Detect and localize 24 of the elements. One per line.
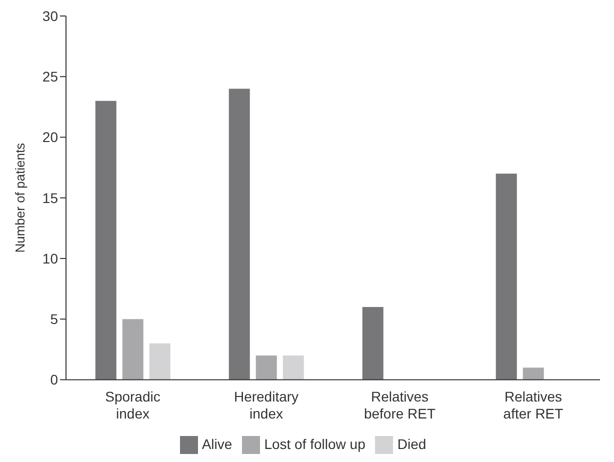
y-tick-label: 20 — [42, 129, 58, 146]
y-tick-label: 0 — [50, 372, 58, 388]
bar — [496, 174, 517, 380]
y-tick-label: 10 — [42, 250, 58, 266]
x-tick-label: Sporadic index — [105, 388, 160, 422]
bar — [122, 319, 144, 380]
y-tick-label: 30 — [42, 8, 58, 24]
bar — [228, 88, 250, 380]
legend-label: Alive — [202, 436, 232, 452]
bar — [149, 343, 170, 380]
bar — [95, 100, 116, 380]
bar — [282, 355, 304, 380]
x-tick-label: Hereditary index — [234, 388, 299, 422]
y-tick-label: 5 — [50, 311, 58, 328]
x-tick-label: Relatives before RET — [364, 388, 436, 422]
bar — [522, 368, 544, 380]
legend-label: Lost of follow up — [264, 436, 366, 452]
bar — [256, 355, 277, 380]
legend-label: Died — [397, 436, 426, 452]
y-tick-label: 15 — [42, 190, 58, 206]
y-axis-title: Number of patients — [12, 142, 28, 253]
bar — [362, 306, 384, 380]
x-tick-label: Relatives after RET — [503, 388, 564, 422]
y-tick-label: 25 — [42, 68, 58, 85]
